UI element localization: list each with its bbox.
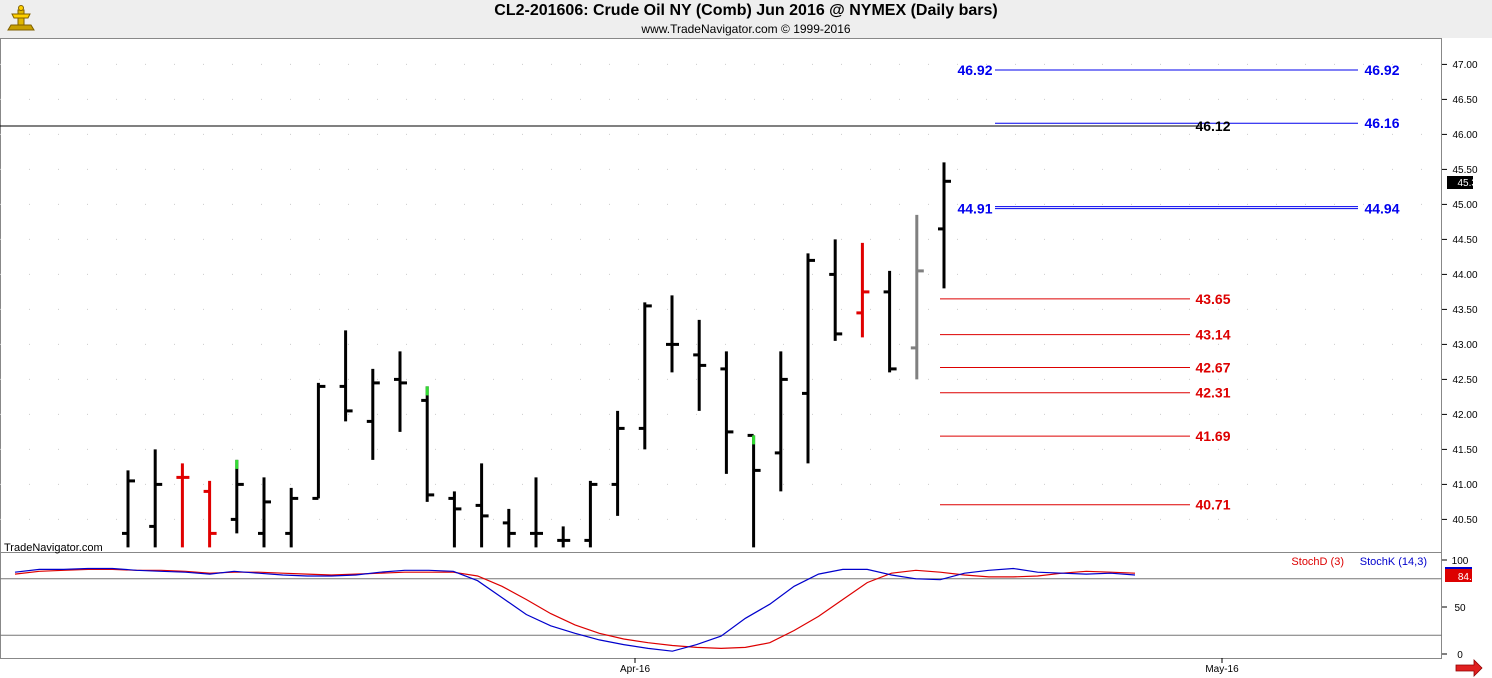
price-bar <box>530 477 543 548</box>
chart-header: CL2-201606: Crude Oil NY (Comb) Jun 2016… <box>0 0 1492 38</box>
scroll-right-arrow-icon[interactable] <box>1455 659 1483 677</box>
last-stoch-label: 84.11 <box>1458 572 1483 583</box>
price-tick-label: 42.50 <box>1452 375 1477 386</box>
stoch-tick-label: 50 <box>1454 603 1466 614</box>
price-bar <box>584 480 598 548</box>
price-tick-label: 43.50 <box>1452 305 1477 316</box>
watermark: TradeNavigator.com <box>4 542 103 554</box>
last-price-box <box>1447 176 1473 189</box>
price-bar <box>774 351 788 492</box>
price-bar <box>910 214 924 380</box>
last-stoch-k-mark <box>1445 567 1472 569</box>
last-price-label: 45.33 <box>1457 178 1482 189</box>
black-level-label: 46.12 <box>1195 118 1230 134</box>
price-bar <box>176 463 190 548</box>
price-tick-label: 45.50 <box>1452 165 1477 176</box>
red-level-label: 41.69 <box>1195 428 1230 444</box>
stoch-d-legend: StochD (3) <box>1291 556 1344 568</box>
price-bar <box>230 459 244 534</box>
price-bar <box>557 526 571 548</box>
stoch-tick-label: 0 <box>1457 650 1463 661</box>
price-bar <box>883 270 897 373</box>
stoch-k-legend: StochK (14,3) <box>1360 556 1427 568</box>
chart-subtitle: www.TradeNavigator.com © 1999-2016 <box>641 22 851 36</box>
time-tick-label: Apr-16 <box>620 664 650 675</box>
price-tick-label: 46.50 <box>1452 95 1477 106</box>
red-level-label: 43.65 <box>1195 291 1230 307</box>
stochastic-panel: 100 50 0 <box>0 556 1472 661</box>
price-bar <box>149 449 163 548</box>
price-tick-label: 41.50 <box>1452 445 1477 456</box>
price-bar <box>339 330 353 422</box>
price-tick-label: 44.50 <box>1452 235 1477 246</box>
chart-title: CL2-201606: Crude Oil NY (Comb) Jun 2016… <box>494 2 998 19</box>
price-tick-label: 43.00 <box>1452 340 1477 351</box>
red-level-label: 40.71 <box>1195 497 1230 513</box>
price-bar <box>203 480 217 548</box>
price-bar <box>421 386 435 502</box>
price-bar <box>747 433 761 548</box>
price-bar <box>856 242 870 338</box>
price-bar <box>693 319 707 411</box>
red-level-label: 42.67 <box>1195 360 1230 376</box>
price-bar <box>638 302 652 450</box>
blue-level-right-label: 46.16 <box>1364 115 1399 131</box>
stoch-k-line <box>14 567 1136 652</box>
price-levels: 46.92 46.92 46.16 46.12 44.91 44.94 43.65 43.14… <box>0 62 1400 513</box>
price-bar <box>448 491 462 548</box>
price-bar <box>666 295 679 373</box>
trade-navigator-logo-icon <box>4 4 38 34</box>
price-tick-label: 42.00 <box>1452 410 1477 421</box>
stoch-tick-label: 100 <box>1452 556 1469 567</box>
blue-level-left-label: 44.91 <box>957 201 992 217</box>
red-level-label: 42.31 <box>1195 385 1230 401</box>
last-stoch-box <box>1445 569 1472 582</box>
stoch-d-line <box>14 568 1136 650</box>
price-bar <box>611 410 625 516</box>
price-axis: 47.00 46.50 46.00 45.50 45.00 44.50 44.00 43.50… <box>1442 60 1478 526</box>
price-tick-label: 47.00 <box>1452 60 1477 71</box>
price-bar <box>938 162 951 289</box>
plot-frame <box>0 38 1442 659</box>
blue-level-left-label: 46.92 <box>957 62 992 78</box>
blue-level-right-label: 44.94 <box>1364 201 1399 217</box>
price-tick-label: 41.00 <box>1452 480 1477 491</box>
price-bar <box>258 477 271 548</box>
price-tick-label: 45.00 <box>1452 200 1477 211</box>
price-bar <box>502 508 516 548</box>
price-bar <box>720 351 734 474</box>
red-level-label: 43.14 <box>1195 327 1230 343</box>
blue-level-right-label: 46.92 <box>1364 62 1399 78</box>
price-bar <box>475 463 489 548</box>
price-bar <box>312 382 326 500</box>
price-tick-label: 40.50 <box>1452 515 1477 526</box>
price-bar <box>122 470 135 548</box>
price-bar <box>366 368 380 460</box>
time-tick-label: May-16 <box>1205 664 1239 675</box>
time-axis: Apr-16 May-16 <box>620 658 1239 675</box>
price-tick-label: 46.00 <box>1452 130 1477 141</box>
price-bars <box>122 162 951 548</box>
price-tick-label: 44.00 <box>1452 270 1477 281</box>
price-bar <box>285 487 299 548</box>
price-bar <box>394 351 407 432</box>
price-bar <box>829 239 843 341</box>
price-bar <box>802 253 815 464</box>
